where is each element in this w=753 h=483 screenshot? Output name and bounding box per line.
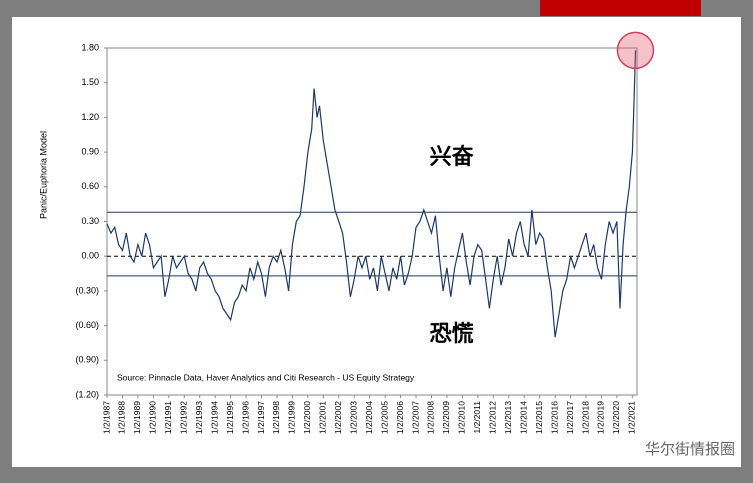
x-tick-label: 1/2/2012 [488,401,498,434]
y-axis-label: Panic/Euphoria Model [38,131,48,219]
y-tick-label: 0.00 [81,251,99,261]
y-tick-label: (0.60) [75,320,99,330]
y-tick-label: (0.90) [75,355,99,365]
x-tick-label: 1/2/2002 [333,401,343,434]
x-tick-label: 1/2/1995 [225,401,235,434]
watermark: 华尔街情报圈 [645,441,735,458]
x-tick-label: 1/2/1988 [117,401,127,434]
x-tick-label: 1/2/1998 [271,401,281,434]
x-tick-label: 1/2/2021 [627,401,637,434]
x-tick-label: 1/2/2019 [596,401,606,434]
y-tick-label: 1.80 [81,42,99,52]
x-tick-label: 1/2/2005 [379,401,389,434]
x-tick-label: 1/2/2008 [426,401,436,434]
x-tick-label: 1/2/1999 [287,401,297,434]
x-tick-label: 1/2/2014 [518,401,528,434]
x-tick-label: 1/2/1987 [101,401,111,434]
y-tick-label: 1.50 [81,77,99,87]
y-tick-label: 0.30 [81,216,99,226]
x-tick-label: 1/2/2009 [441,401,451,434]
y-tick-label: (1.20) [75,389,99,399]
x-tick-label: 1/2/1994 [209,401,219,434]
series-line [106,50,637,338]
annotation: 兴奋 [430,144,475,170]
annotation: 恐慌 [430,321,474,347]
y-tick-label: (0.30) [75,285,99,295]
x-tick-label: 1/2/2001 [318,401,328,434]
x-tick-label: 1/2/2020 [611,401,621,434]
x-tick-label: 1/2/1990 [148,401,158,434]
x-tick-label: 1/2/2007 [410,401,420,434]
x-tick-label: 1/2/2018 [580,401,590,434]
x-tick-label: 1/2/2010 [457,401,467,434]
x-tick-label: 1/2/1996 [240,401,250,434]
x-tick-label: 1/2/1992 [179,401,189,434]
y-tick-label: 0.90 [81,146,99,156]
x-tick-label: 1/2/2013 [503,401,513,434]
x-tick-label: 1/2/1989 [132,401,142,434]
y-tick-label: 1.20 [81,112,99,122]
x-tick-label: 1/2/2016 [549,401,559,434]
x-tick-label: 1/2/1993 [194,401,204,434]
source: Source: Pinnacle Data, Haver Analytics a… [117,372,415,382]
x-tick-label: 1/2/1991 [163,401,173,434]
red-bar [540,0,701,16]
x-tick-label: 1/2/2017 [565,401,575,434]
x-tick-label: 1/2/2011 [472,401,482,434]
x-tick-label: 1/2/2003 [348,401,358,434]
y-tick-label: 0.60 [81,181,99,191]
x-tick-label: 1/2/2004 [364,401,374,434]
x-tick-label: 1/2/1997 [256,401,266,434]
canvas [12,17,741,467]
highlight-circle [616,31,655,70]
x-tick-label: 1/2/2006 [395,401,405,434]
x-tick-label: 1/2/2015 [534,401,544,434]
x-tick-label: 1/2/2000 [302,401,312,434]
